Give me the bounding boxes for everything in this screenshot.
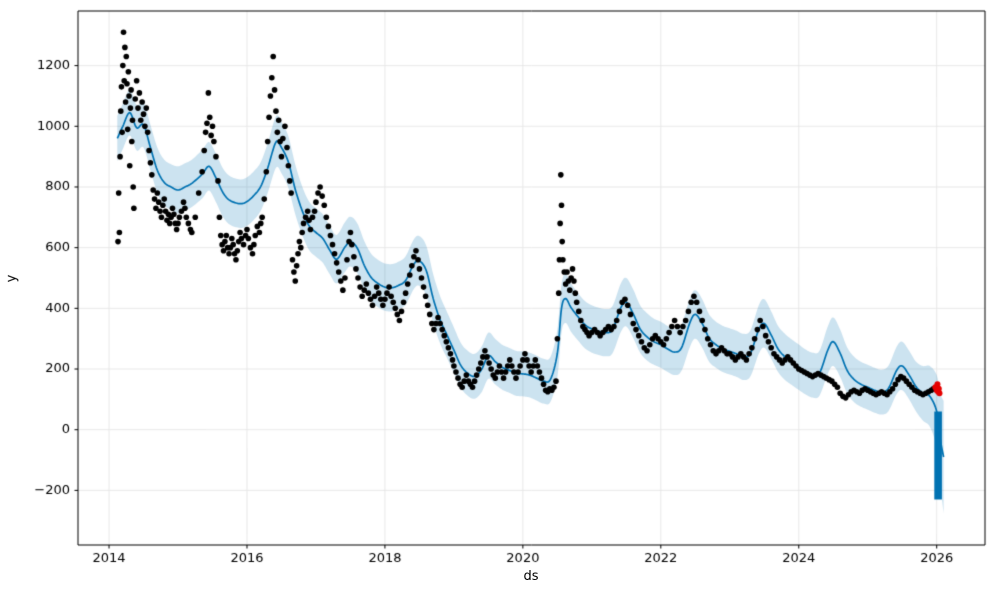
y-axis-label: y xyxy=(4,274,20,283)
x-axis-label: ds xyxy=(523,569,539,584)
